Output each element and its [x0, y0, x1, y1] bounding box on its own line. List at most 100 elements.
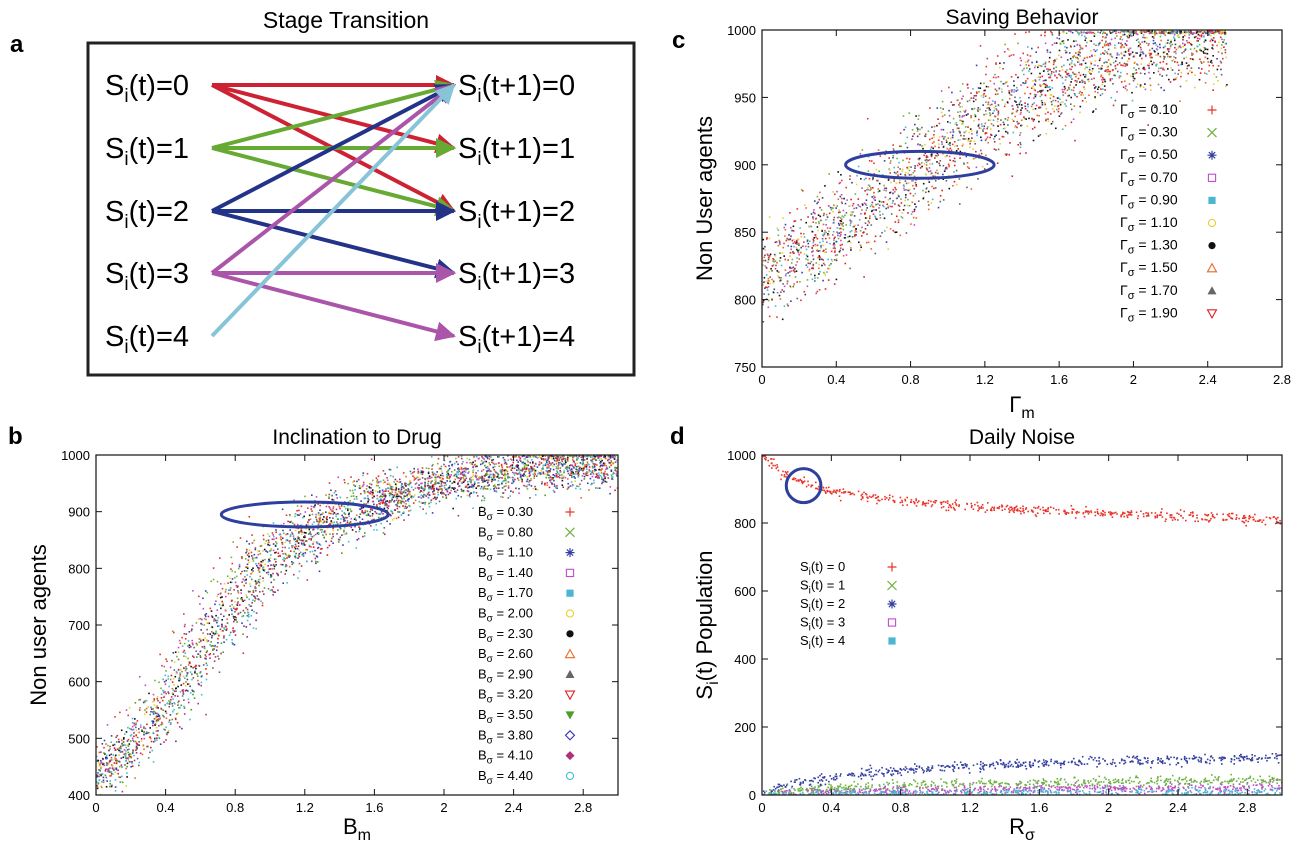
data-point	[764, 259, 767, 262]
state-label-t1-3: Si(t+1)=3	[458, 258, 575, 295]
data-point	[835, 258, 838, 260]
data-point	[1019, 64, 1022, 67]
data-point	[966, 100, 969, 103]
data-point	[289, 514, 291, 516]
data-point	[396, 503, 399, 506]
data-point	[806, 285, 809, 288]
data-point	[1133, 55, 1136, 58]
data-point	[227, 592, 230, 595]
data-point	[936, 107, 939, 109]
data-point	[873, 195, 875, 197]
data-point	[1122, 86, 1125, 88]
data-point	[839, 181, 842, 184]
data-point	[780, 264, 783, 267]
data-point	[1107, 59, 1110, 61]
data-point	[830, 208, 833, 211]
data-point	[918, 162, 920, 165]
data-point	[133, 740, 135, 743]
data-point	[1066, 46, 1068, 49]
data-point	[1034, 89, 1036, 92]
data-point	[825, 248, 827, 250]
data-point	[325, 494, 327, 496]
data-point	[271, 538, 274, 541]
data-point	[202, 632, 204, 634]
data-point	[1053, 61, 1055, 64]
data-point	[1173, 37, 1176, 40]
data-point	[911, 180, 913, 182]
data-point	[173, 684, 175, 686]
data-point	[859, 205, 862, 208]
data-point	[1142, 52, 1144, 54]
data-point	[812, 244, 815, 247]
data-point	[1148, 67, 1150, 69]
data-point	[269, 557, 272, 559]
data-point	[1017, 106, 1019, 109]
data-point	[1075, 52, 1077, 54]
data-point	[1032, 85, 1034, 88]
legend-marker	[1206, 262, 1218, 273]
data-point	[484, 455, 487, 458]
data-point	[177, 668, 180, 671]
data-point	[790, 267, 793, 269]
data-point	[1151, 56, 1153, 59]
data-point	[1048, 76, 1050, 79]
data-point	[413, 479, 415, 481]
data-point	[939, 200, 942, 203]
data-point	[376, 483, 379, 485]
data-point	[1040, 34, 1042, 37]
data-point	[984, 132, 987, 135]
data-point	[483, 499, 486, 502]
data-point	[1137, 38, 1139, 40]
data-point	[395, 504, 397, 506]
data-point	[946, 154, 948, 157]
data-point	[328, 512, 330, 515]
data-point	[873, 209, 875, 211]
data-point	[138, 764, 140, 767]
data-point	[1097, 91, 1099, 94]
data-point	[304, 511, 307, 513]
data-point	[417, 470, 420, 473]
data-point	[257, 550, 259, 553]
data-point	[332, 523, 335, 526]
legend-entry: Γσ = 0.90	[1120, 191, 1216, 211]
data-point	[1133, 31, 1136, 33]
data-point	[412, 475, 414, 477]
data-point	[232, 606, 235, 608]
data-point	[1055, 66, 1057, 68]
data-point	[610, 461, 613, 463]
data-point	[326, 515, 328, 518]
data-point	[432, 463, 434, 466]
data-point	[179, 675, 181, 677]
data-point	[1014, 115, 1016, 118]
data-point	[376, 494, 379, 497]
data-point	[1153, 49, 1155, 52]
data-point	[841, 202, 843, 205]
data-point	[869, 205, 872, 208]
data-point	[577, 472, 580, 474]
data-point	[977, 178, 979, 180]
data-point	[827, 279, 830, 281]
data-point	[461, 468, 463, 470]
data-point	[441, 489, 443, 492]
data-point	[827, 258, 829, 261]
data-point	[960, 134, 962, 137]
data-point	[806, 240, 809, 243]
data-point	[251, 557, 254, 559]
data-point	[370, 487, 372, 489]
data-point	[893, 171, 896, 174]
data-point	[872, 178, 874, 181]
data-point	[925, 173, 927, 176]
data-point	[416, 476, 419, 478]
data-point	[855, 234, 857, 236]
data-point	[772, 258, 774, 260]
data-point	[1101, 83, 1104, 86]
data-point	[987, 103, 989, 106]
data-point	[1174, 57, 1177, 59]
data-point	[127, 726, 129, 729]
legend-label: Γσ = 1.10	[1120, 214, 1178, 234]
data-point	[304, 540, 307, 542]
data-point	[128, 743, 131, 745]
data-point	[267, 539, 270, 542]
data-point	[174, 702, 176, 705]
